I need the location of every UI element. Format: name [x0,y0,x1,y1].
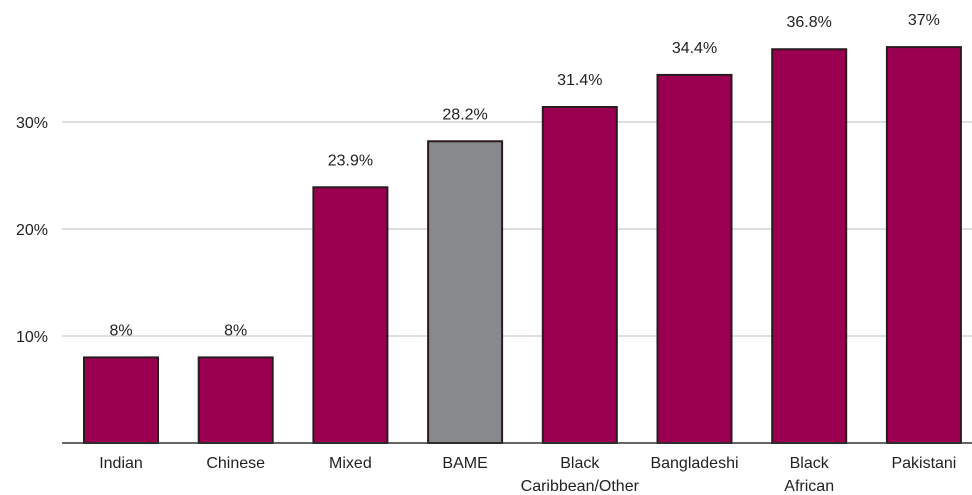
category-label: Caribbean/Other [521,478,640,495]
category-label: Bangladeshi [650,455,738,472]
value-label: 36.8% [787,14,832,31]
bar [656,73,733,444]
category-label: Chinese [206,455,265,472]
bar [885,46,962,444]
value-label: 37% [908,12,940,29]
bars [83,46,962,445]
y-tick-label: 10% [16,329,48,346]
y-tick-label: 30% [16,115,48,132]
y-axis-ticks: 10% 20% 30% [16,115,48,346]
category-label: BAME [442,455,487,472]
value-label: 34.4% [672,40,717,57]
bar [197,356,274,444]
category-label: Pakistani [891,455,956,472]
category-label: Black [560,455,600,472]
value-label: 28.2% [442,106,487,123]
value-labels: 8% 8% 23.9% 28.2% 31.4% 34.4% 36.8% 37% [109,12,939,339]
category-label: Black [790,455,830,472]
bar [427,140,504,444]
bar [541,106,618,445]
x-axis-categories: Indian Chinese Mixed BAME Black Caribbean/Oth… [99,455,956,495]
bar [83,356,159,444]
bar [312,186,389,444]
value-label: 8% [109,322,132,339]
y-tick-label: 20% [16,222,48,239]
bar [771,48,848,445]
value-label: 8% [224,322,247,339]
category-label: Mixed [329,455,372,472]
category-label: Indian [99,455,143,472]
value-label: 31.4% [557,72,602,89]
category-label: African [784,478,834,495]
value-label: 23.9% [328,152,373,169]
